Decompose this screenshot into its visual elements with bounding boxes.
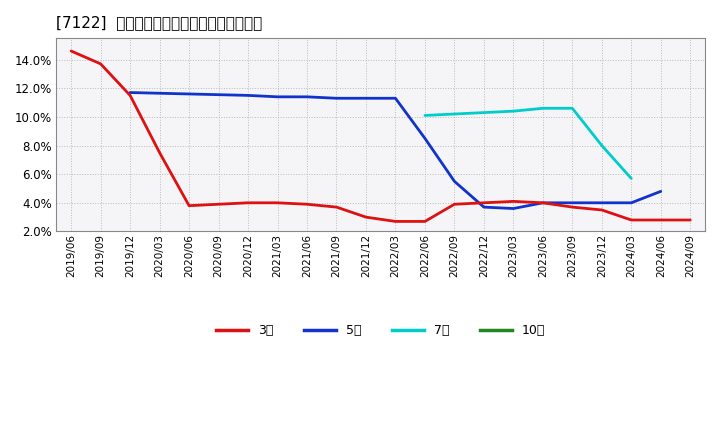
5年: [156, 91, 164, 96]
3年: [156, 150, 164, 155]
5年: [539, 200, 547, 205]
3年: [361, 214, 370, 220]
5年: [420, 136, 429, 141]
7年: [598, 143, 606, 148]
3年: [391, 219, 400, 224]
Legend: 3年, 5年, 7年, 10年: 3年, 5年, 7年, 10年: [212, 319, 550, 342]
5年: [509, 206, 518, 211]
3年: [657, 217, 665, 223]
5年: [215, 92, 223, 97]
3年: [126, 93, 135, 98]
5年: [598, 200, 606, 205]
7年: [539, 106, 547, 111]
Line: 7年: 7年: [425, 108, 631, 179]
3年: [539, 200, 547, 205]
3年: [568, 205, 577, 210]
5年: [450, 179, 459, 184]
5年: [244, 93, 253, 98]
5年: [480, 205, 488, 210]
3年: [627, 217, 636, 223]
3年: [480, 200, 488, 205]
5年: [126, 90, 135, 95]
Text: [7122]  経常利益マージンの標準偏差の推移: [7122] 経常利益マージンの標準偏差の推移: [56, 15, 263, 30]
5年: [568, 200, 577, 205]
3年: [244, 200, 253, 205]
3年: [598, 207, 606, 213]
3年: [273, 200, 282, 205]
3年: [509, 199, 518, 204]
5年: [185, 92, 194, 97]
3年: [67, 48, 76, 54]
7年: [420, 113, 429, 118]
5年: [391, 95, 400, 101]
3年: [185, 203, 194, 208]
3年: [686, 217, 695, 223]
Line: 5年: 5年: [130, 92, 661, 209]
7年: [568, 106, 577, 111]
7年: [627, 176, 636, 181]
3年: [332, 205, 341, 210]
3年: [302, 202, 311, 207]
5年: [302, 94, 311, 99]
5年: [332, 95, 341, 101]
5年: [273, 94, 282, 99]
5年: [361, 95, 370, 101]
5年: [627, 200, 636, 205]
7年: [480, 110, 488, 115]
Line: 3年: 3年: [71, 51, 690, 221]
3年: [420, 219, 429, 224]
7年: [450, 111, 459, 117]
3年: [96, 61, 105, 66]
7年: [509, 109, 518, 114]
5年: [657, 189, 665, 194]
3年: [450, 202, 459, 207]
3年: [215, 202, 223, 207]
